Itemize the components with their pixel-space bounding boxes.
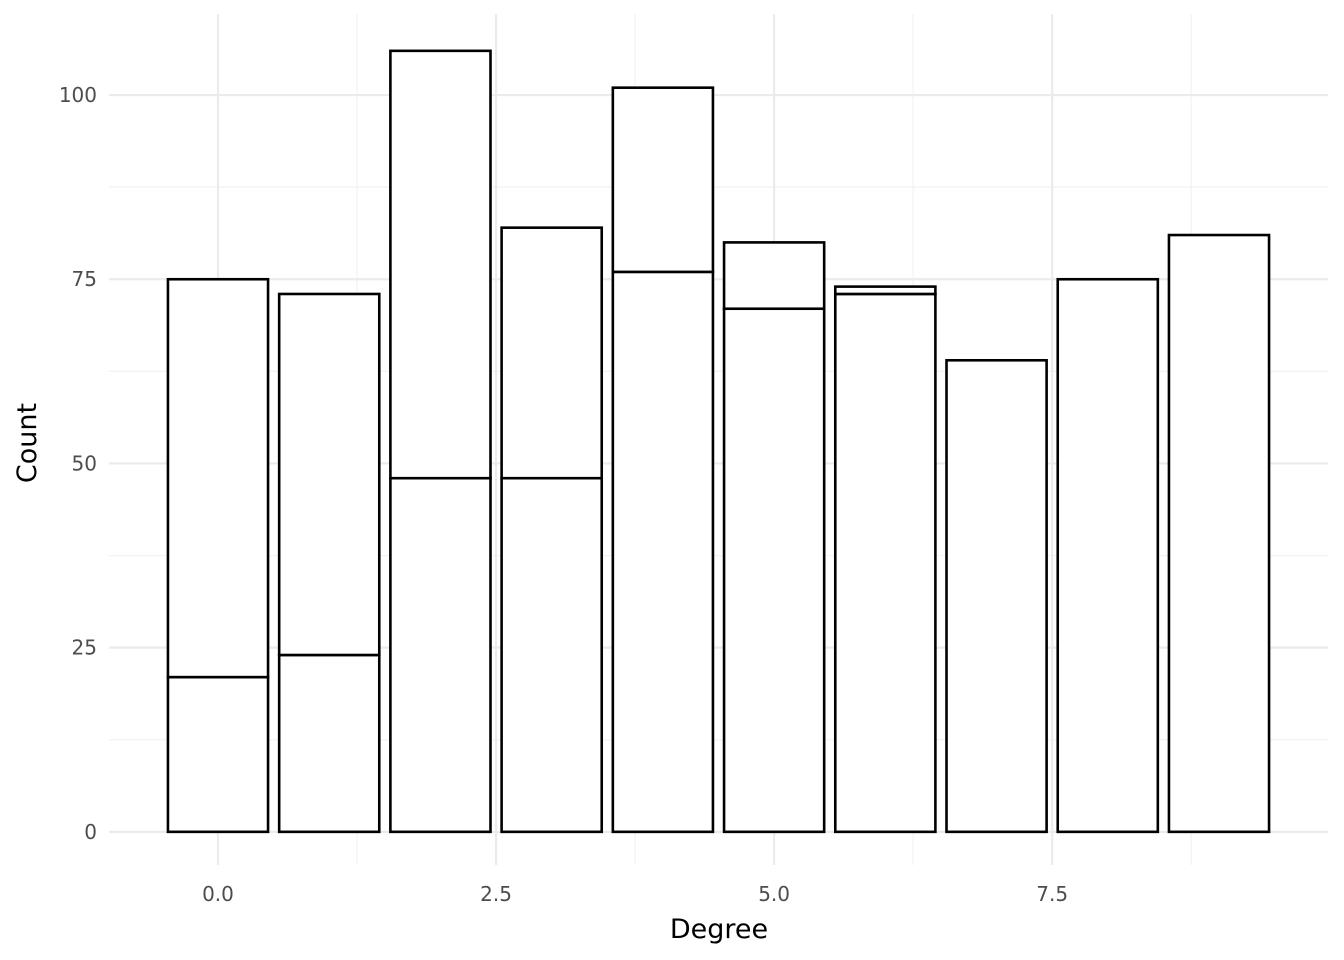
x-tick-label: 2.5 bbox=[480, 882, 512, 906]
y-tick-label: 0 bbox=[84, 820, 97, 844]
y-tick-label: 75 bbox=[72, 267, 97, 291]
x-tick-label: 7.5 bbox=[1036, 882, 1068, 906]
bar-segment bbox=[611, 270, 715, 834]
bar-segment bbox=[500, 226, 604, 480]
y-tick-labels: 0 25 50 75 100 bbox=[59, 83, 97, 844]
bar-segment bbox=[500, 476, 604, 834]
y-tick-label: 100 bbox=[59, 83, 97, 107]
y-tick-label: 25 bbox=[72, 636, 97, 660]
bar-segment bbox=[389, 49, 492, 480]
bar-segment bbox=[611, 86, 715, 274]
x-tick-label: 5.0 bbox=[758, 882, 790, 906]
x-tick-label: 0.0 bbox=[202, 882, 234, 906]
bar-segment bbox=[277, 292, 381, 657]
y-axis-title: Count bbox=[12, 403, 43, 483]
bar-segment bbox=[722, 241, 826, 311]
bar-segment bbox=[166, 675, 270, 834]
bar-segment bbox=[833, 292, 937, 834]
bar-segment bbox=[945, 358, 1048, 834]
bar-segment bbox=[722, 307, 826, 834]
x-axis-title: Degree bbox=[670, 914, 768, 945]
y-tick-label: 50 bbox=[72, 451, 97, 475]
x-tick-labels: 0.0 2.5 5.0 7.5 bbox=[202, 882, 1068, 906]
bar-segment bbox=[1056, 277, 1160, 834]
bar-segment bbox=[1167, 233, 1271, 834]
bar-segment bbox=[833, 285, 937, 296]
bar-segment bbox=[166, 277, 270, 679]
bar-segment bbox=[389, 476, 492, 834]
bars bbox=[166, 49, 1271, 834]
bar-segment bbox=[277, 653, 381, 834]
